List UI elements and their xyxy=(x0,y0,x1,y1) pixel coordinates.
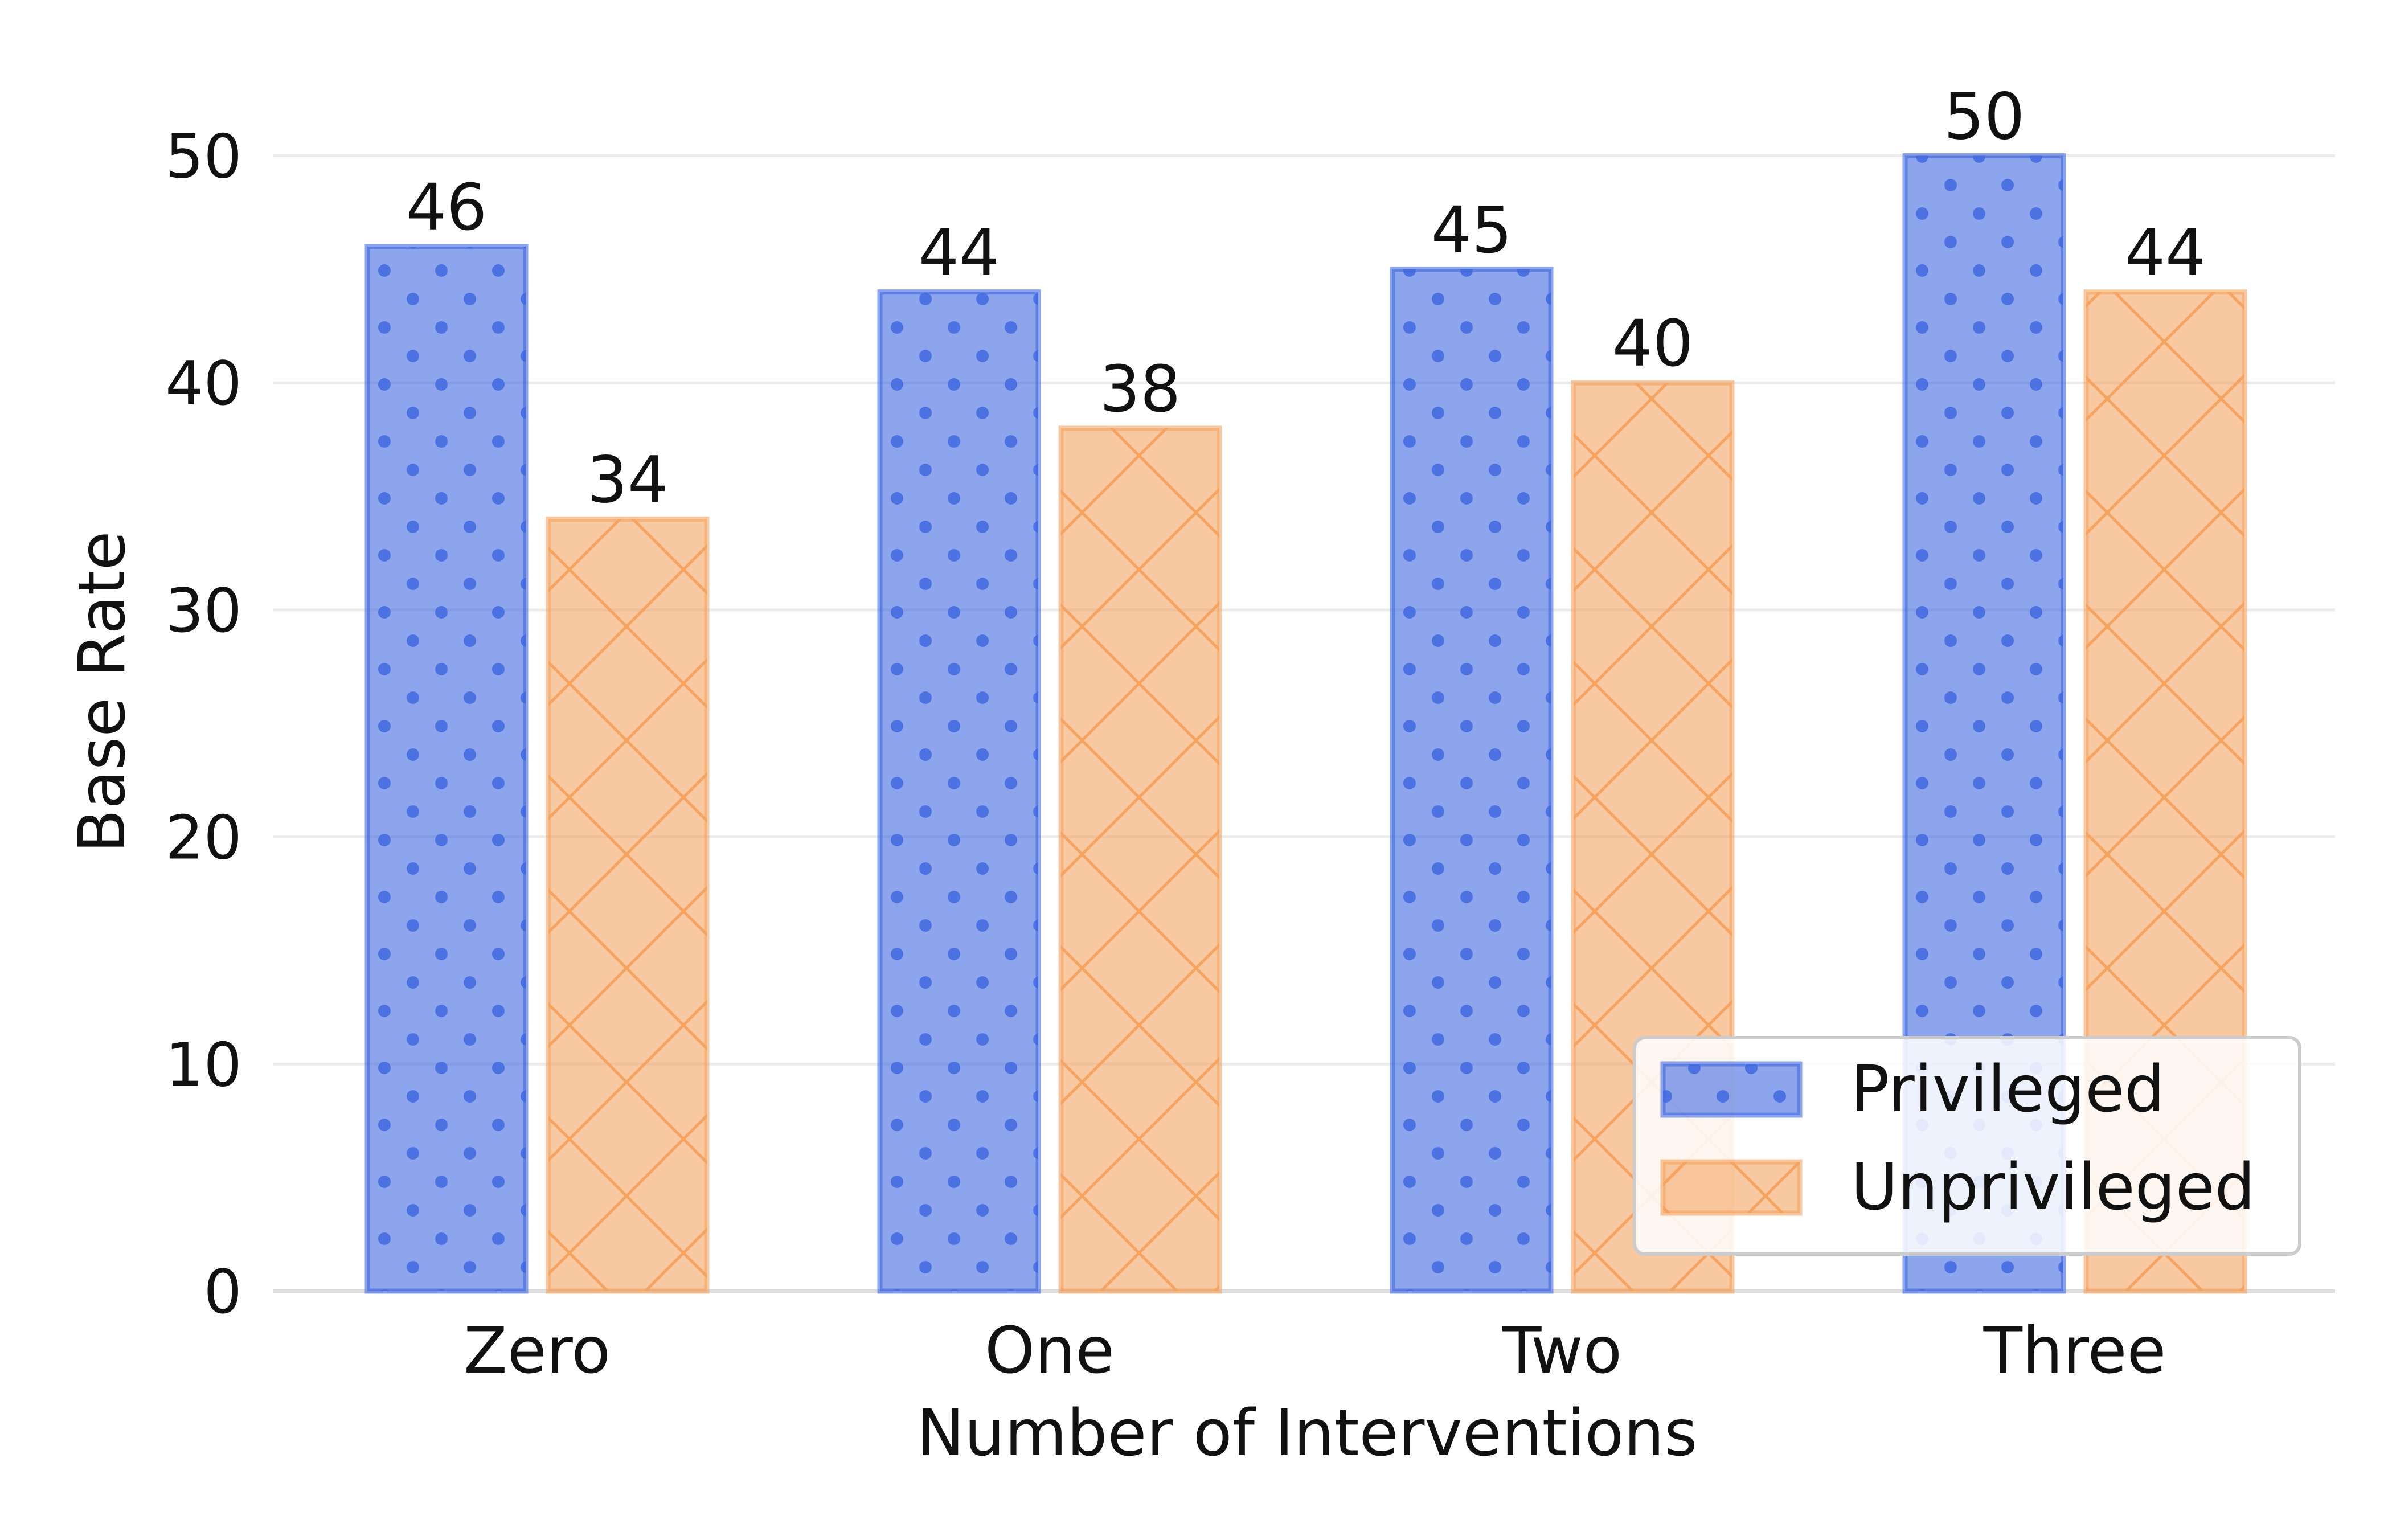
y-tick-label: 50 xyxy=(165,122,242,192)
x-tick-label: One xyxy=(985,1314,1115,1388)
legend-items: Privileged Unprivileged xyxy=(1660,1052,2255,1224)
privileged-bar-hatch xyxy=(877,289,1041,1294)
y-tick-label: 0 xyxy=(204,1257,242,1327)
privileged-value-label: 46 xyxy=(406,171,488,245)
privileged-value-label: 50 xyxy=(1944,80,2025,154)
legend: Privileged Unprivileged xyxy=(1633,1036,2301,1256)
bar-value-labels: 46 34 44 38 45 40 50 44 xyxy=(406,80,2206,518)
privileged-bar-hatch xyxy=(364,244,529,1294)
privileged-legend-label: Privileged xyxy=(1851,1052,2165,1127)
x-tick-label: Three xyxy=(1983,1314,2166,1388)
unprivileged-legend-swatch-hatch xyxy=(1660,1159,1803,1216)
privileged-legend-swatch-hatch xyxy=(1660,1061,1803,1118)
y-tick-label: 30 xyxy=(165,576,242,646)
privileged-value-label: 45 xyxy=(1431,194,1513,268)
y-axis: 0 10 20 30 40 50 xyxy=(165,122,242,1328)
privileged-value-label: 44 xyxy=(919,216,1000,290)
unprivileged-legend-label: Unprivileged xyxy=(1851,1150,2255,1224)
unprivileged-value-label: 40 xyxy=(1612,307,1694,381)
unprivileged-value-label: 38 xyxy=(1100,353,1181,427)
x-tick-label: Zero xyxy=(464,1314,611,1388)
y-tick-label: 10 xyxy=(165,1030,242,1100)
y-tick-label: 20 xyxy=(165,803,242,873)
privileged-bar-hatch xyxy=(1390,267,1554,1294)
y-tick-label: 40 xyxy=(165,349,242,419)
unprivileged-value-label: 44 xyxy=(2125,216,2206,290)
unprivileged-bar-hatch xyxy=(546,516,710,1294)
unprivileged-value-label: 34 xyxy=(587,443,669,517)
x-axis: Zero One Two Three xyxy=(464,1314,2166,1388)
unprivileged-bar-hatch xyxy=(1058,425,1222,1294)
x-axis-title: Number of Interventions xyxy=(916,1396,1697,1471)
y-axis-title: Base Rate xyxy=(65,531,140,853)
x-tick-label: Two xyxy=(1502,1314,1622,1388)
